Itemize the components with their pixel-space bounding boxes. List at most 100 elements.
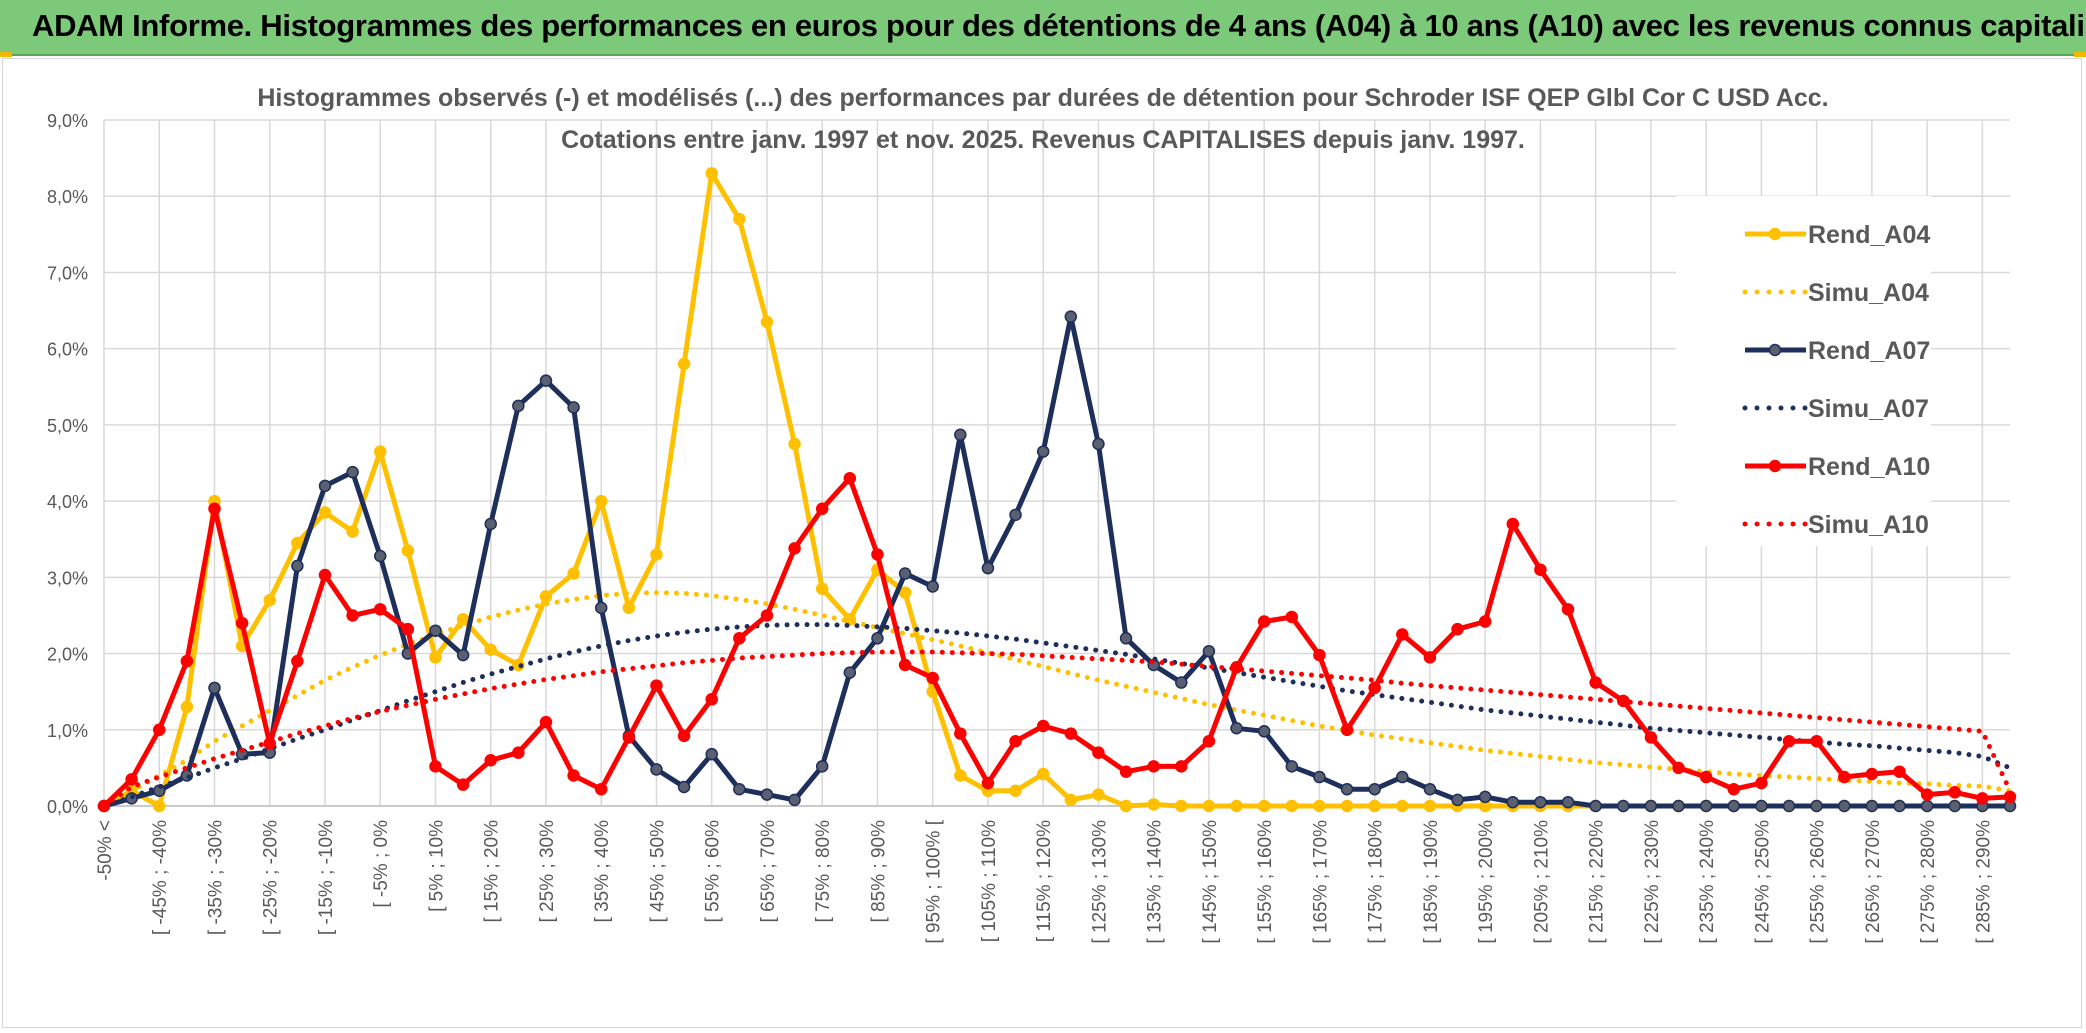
x-tick-label: [ 5% ; 10% — [426, 820, 447, 912]
data-point-rend_a10 — [954, 727, 967, 740]
data-point-rend_a10 — [1976, 792, 1989, 805]
data-point-rend_a04 — [152, 799, 166, 813]
report-banner: ADAM Informe. Histogrammes des performan… — [0, 0, 2086, 56]
data-point-rend_a04 — [788, 437, 801, 451]
data-point-rend_a10 — [1865, 767, 1879, 781]
chart-subtitle: Cotations entre janv. 1997 et nov. 2025.… — [561, 126, 1525, 154]
x-tick-label: [ 255% ; 260% — [1808, 820, 1829, 944]
x-tick-label: [ 165% ; 170% — [1310, 820, 1331, 944]
data-point-rend_a10 — [1451, 622, 1464, 636]
data-point-rend_a04 — [263, 593, 276, 607]
data-point-rend_a04 — [1064, 793, 1078, 807]
legend-marker — [1768, 227, 1782, 241]
data-point-rend_a10 — [1561, 603, 1575, 616]
data-point-rend_a07 — [1285, 760, 1299, 773]
data-point-rend_a10 — [1119, 765, 1133, 778]
data-point-rend_a10 — [1534, 563, 1547, 576]
data-point-rend_a07 — [705, 747, 718, 761]
data-point-rend_a10 — [1202, 734, 1216, 748]
data-point-rend_a07 — [1534, 795, 1547, 809]
data-point-rend_a10 — [1340, 723, 1354, 737]
data-point-rend_a04 — [622, 601, 636, 615]
data-point-rend_a10 — [152, 723, 166, 737]
x-tick-label: -50% < — [95, 820, 116, 881]
data-point-rend_a07 — [1589, 799, 1602, 813]
data-point-rend_a04 — [291, 536, 304, 550]
y-tick-label: 1,0% — [47, 721, 88, 741]
data-point-rend_a10 — [373, 603, 387, 616]
corner-mark-left — [0, 52, 12, 57]
data-point-rend_a07 — [1838, 799, 1851, 813]
data-point-rend_a07 — [1009, 508, 1022, 522]
data-point-rend_a07 — [373, 549, 387, 563]
data-point-rend_a07 — [1230, 722, 1243, 735]
data-point-rend_a10 — [429, 760, 442, 773]
x-tick-label: [ 115% ; 120% — [1034, 820, 1055, 942]
chart-title: Histogrammes observés (-) et modélisés (… — [257, 84, 1829, 112]
x-tick-label: [ 25% ; 30% — [537, 820, 558, 923]
corner-mark-right — [2074, 52, 2086, 57]
data-point-rend_a10 — [567, 769, 580, 782]
data-point-rend_a04 — [733, 212, 746, 226]
data-point-rend_a10 — [1036, 719, 1050, 733]
data-point-rend_a10 — [1396, 628, 1409, 641]
data-point-rend_a10 — [843, 471, 857, 485]
y-tick-label: 3,0% — [47, 568, 88, 588]
data-point-rend_a04 — [1119, 799, 1133, 813]
data-point-rend_a10 — [926, 671, 939, 685]
data-point-rend_a07 — [1506, 795, 1520, 809]
data-point-rend_a04 — [677, 357, 691, 371]
data-point-rend_a10 — [180, 654, 194, 668]
data-point-rend_a07 — [1368, 782, 1381, 796]
data-point-rend_a07 — [1727, 799, 1741, 813]
data-point-rend_a04 — [401, 544, 415, 557]
legend-label-rend_a10: Rend_A10 — [1808, 453, 1930, 481]
data-point-rend_a07 — [815, 760, 829, 773]
x-tick-label: [ -25% ; -20% — [261, 820, 282, 935]
x-tick-label: [ 265% ; 270% — [1863, 820, 1884, 944]
data-point-rend_a07 — [208, 681, 221, 695]
data-point-rend_a07 — [291, 559, 304, 573]
data-point-rend_a10 — [1644, 731, 1658, 744]
report-title: ADAM Informe. Histogrammes des performan… — [32, 8, 2086, 43]
data-point-rend_a04 — [760, 315, 774, 329]
data-point-rend_a04 — [539, 590, 553, 603]
data-point-rend_a10 — [1285, 610, 1299, 624]
chart-legend: Rend_A04 Simu_A04 Rend_A07 Simu_A07 Rend_A10… — [1742, 221, 1930, 539]
data-point-rend_a07 — [1755, 799, 1768, 813]
data-point-rend_a07 — [1672, 799, 1685, 813]
data-point-rend_a10 — [346, 609, 359, 622]
data-point-rend_a04 — [180, 700, 194, 714]
data-point-rend_a07 — [1423, 782, 1437, 796]
data-point-rend_a07 — [567, 401, 580, 414]
data-point-rend_a10 — [1699, 770, 1713, 784]
legend-label-rend_a07: Rend_A07 — [1808, 337, 1930, 365]
data-point-rend_a07 — [594, 601, 608, 615]
data-point-rend_a04 — [1175, 799, 1188, 813]
data-point-rend_a10 — [1727, 782, 1741, 796]
data-point-rend_a07 — [1396, 770, 1409, 784]
data-point-rend_a10 — [733, 632, 746, 645]
data-point-rend_a04 — [1340, 799, 1354, 813]
data-point-rend_a04 — [373, 445, 387, 458]
data-point-rend_a04 — [1147, 798, 1160, 811]
data-point-rend_a10 — [401, 622, 415, 636]
series-line-rend_a10 — [102, 475, 2011, 808]
data-point-rend_a07 — [1257, 725, 1271, 738]
data-point-rend_a10 — [760, 609, 774, 622]
data-point-rend_a04 — [318, 506, 332, 519]
data-point-rend_a07 — [1893, 799, 1906, 813]
data-point-rend_a04 — [1009, 784, 1022, 798]
y-tick-label: 0,0% — [47, 797, 88, 817]
data-point-rend_a07 — [1699, 799, 1713, 813]
data-point-rend_a10 — [235, 616, 249, 630]
chart-series — [97, 167, 2017, 813]
legend-label-rend_a04: Rend_A04 — [1808, 221, 1930, 249]
data-point-rend_a07 — [843, 666, 857, 679]
y-tick-label: 7,0% — [47, 263, 88, 283]
data-point-rend_a10 — [871, 548, 884, 561]
legend-background — [1676, 196, 1931, 546]
data-point-rend_a10 — [1782, 734, 1796, 748]
data-point-rend_a07 — [1036, 445, 1050, 458]
data-point-rend_a04 — [705, 167, 718, 180]
